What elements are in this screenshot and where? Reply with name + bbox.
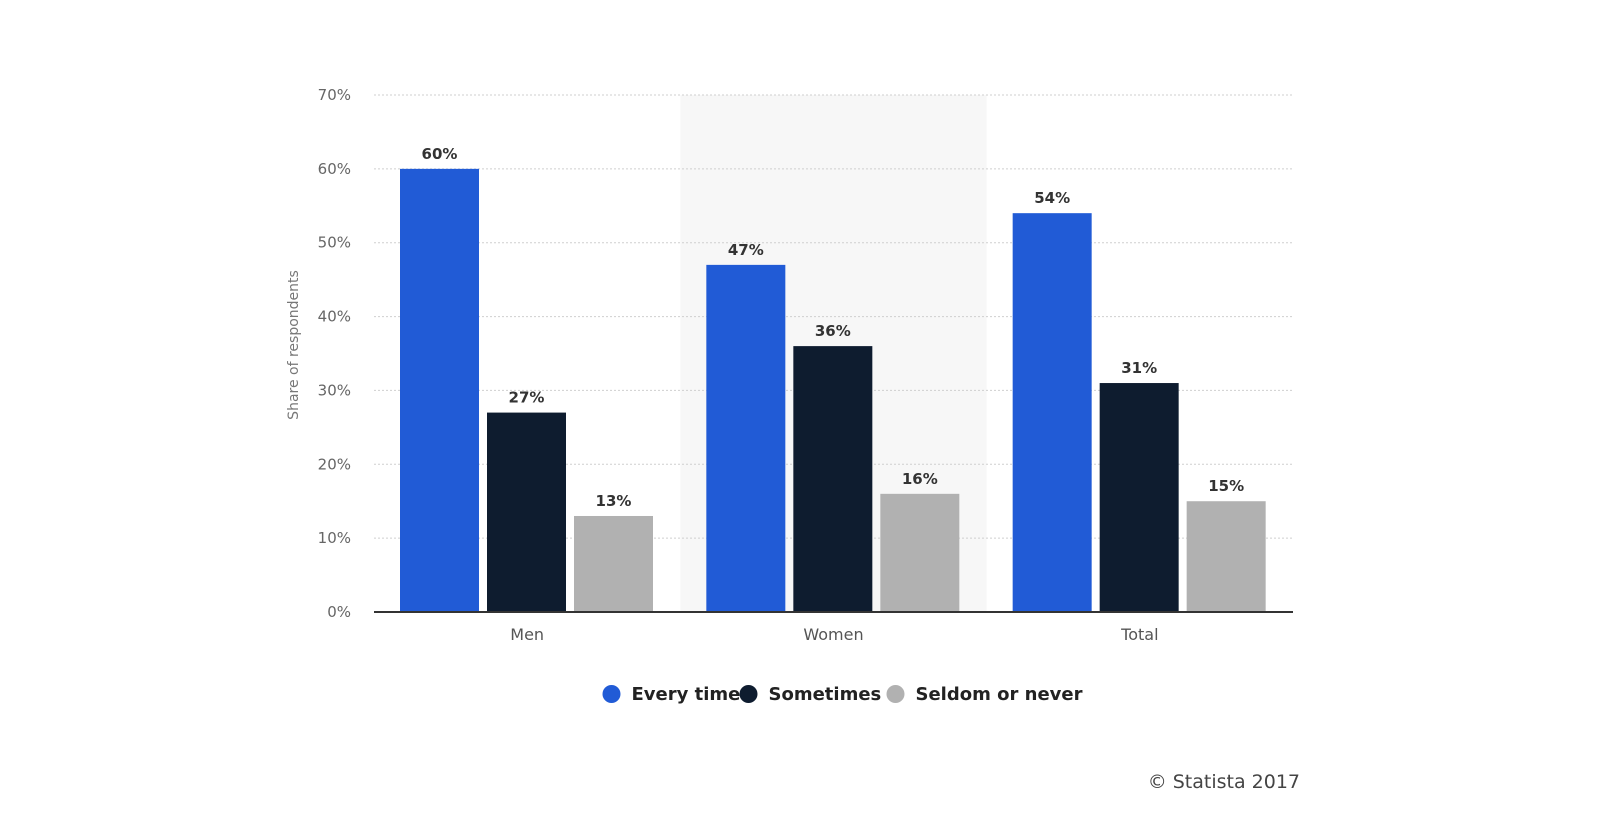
y-axis-label: Share of respondents [286,270,302,420]
legend-marker-every-time [602,685,621,703]
y-tick-label-30: 30% [318,381,351,399]
bar-total-every-time [1012,213,1092,612]
x-axis-category-labels: Men Women Total [510,625,1158,644]
y-tick-label-60: 60% [318,160,351,178]
bar-women-sometimes [793,346,873,612]
data-label-men-seldom-or-never: 13% [596,492,632,510]
y-tick-label-10: 10% [318,529,351,547]
y-axis-ticks: 0% 10% 20% 30% 40% 50% 60% 70% [318,86,351,621]
y-tick-label-20: 20% [318,455,351,473]
data-label-total-seldom-or-never: 15% [1208,477,1244,495]
bar-total-sometimes [1099,383,1179,612]
legend-marker-seldom-or-never [886,685,905,703]
source-credit: © Statista 2017 [1148,771,1300,793]
legend-label-sometimes: Sometimes [769,684,882,705]
bar-total-seldom-or-never [1186,501,1266,612]
bar-men-every-time [400,168,479,612]
data-label-women-every-time: 47% [728,241,764,259]
x-category-label-women: Women [803,625,863,644]
y-tick-label-0: 0% [327,603,351,621]
legend: Every time Sometimes Seldom or never [602,684,1083,705]
legend-label-seldom-or-never: Seldom or never [916,684,1083,705]
data-label-men-every-time: 60% [422,145,458,163]
legend-item-sometimes[interactable]: Sometimes [739,684,882,705]
legend-item-every-time[interactable]: Every time [602,684,741,705]
y-tick-label-50: 50% [318,234,351,252]
data-label-women-seldom-or-never: 16% [902,470,938,488]
legend-label-every-time: Every time [632,684,741,705]
y-tick-label-40: 40% [318,308,351,326]
bar-men-sometimes [487,412,566,612]
data-label-total-sometimes: 31% [1121,359,1157,377]
data-label-men-sometimes: 27% [509,389,545,407]
x-category-label-total: Total [1120,625,1158,644]
x-category-label-men: Men [510,625,544,644]
data-label-women-sometimes: 36% [815,322,851,340]
data-label-total-every-time: 54% [1034,189,1070,207]
bar-men-seldom-or-never [574,515,653,612]
y-tick-label-70: 70% [318,86,351,104]
bar-women-seldom-or-never [880,493,960,612]
legend-item-seldom-or-never[interactable]: Seldom or never [886,684,1083,705]
bars [400,168,1266,612]
data-labels: 60% 27% 13% 47% 36% 16% 54% 31% 15% [422,145,1245,510]
bar-women-every-time [706,264,786,612]
legend-marker-sometimes [739,685,758,703]
